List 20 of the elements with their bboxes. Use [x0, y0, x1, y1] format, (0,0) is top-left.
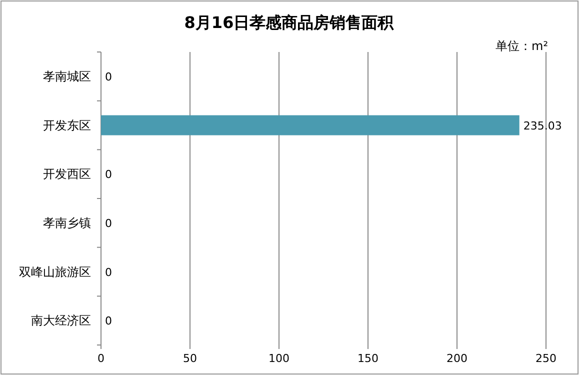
data-label: 0: [105, 168, 112, 182]
data-label: 0: [105, 266, 112, 279]
data-label: 0: [105, 70, 112, 84]
data-label: 0: [105, 314, 112, 328]
x-tick-label: 200: [446, 352, 468, 365]
x-tick-label: 50: [183, 352, 197, 365]
x-tick-label: 0: [98, 352, 104, 365]
annotation: 单位：m²: [496, 39, 548, 53]
y-tick-label: 孝南城区: [43, 69, 91, 84]
y-tick-label: 开发西区: [43, 167, 91, 182]
x-tick-label: 250: [536, 352, 556, 365]
data-label: 235.03: [523, 119, 562, 132]
y-tick-label: 双峰山旅游区: [19, 264, 91, 279]
y-tick-label: 南大经济区: [31, 314, 91, 328]
chart-title: 8月16日孝感商品房销售面积: [184, 13, 395, 32]
x-tick-label: 100: [268, 352, 290, 365]
x-tick-label: 150: [358, 352, 378, 365]
y-tick-label: 开发东区: [43, 118, 91, 132]
y-tick-label: 孝南乡镇: [43, 216, 91, 230]
data-label: 0: [105, 216, 112, 230]
